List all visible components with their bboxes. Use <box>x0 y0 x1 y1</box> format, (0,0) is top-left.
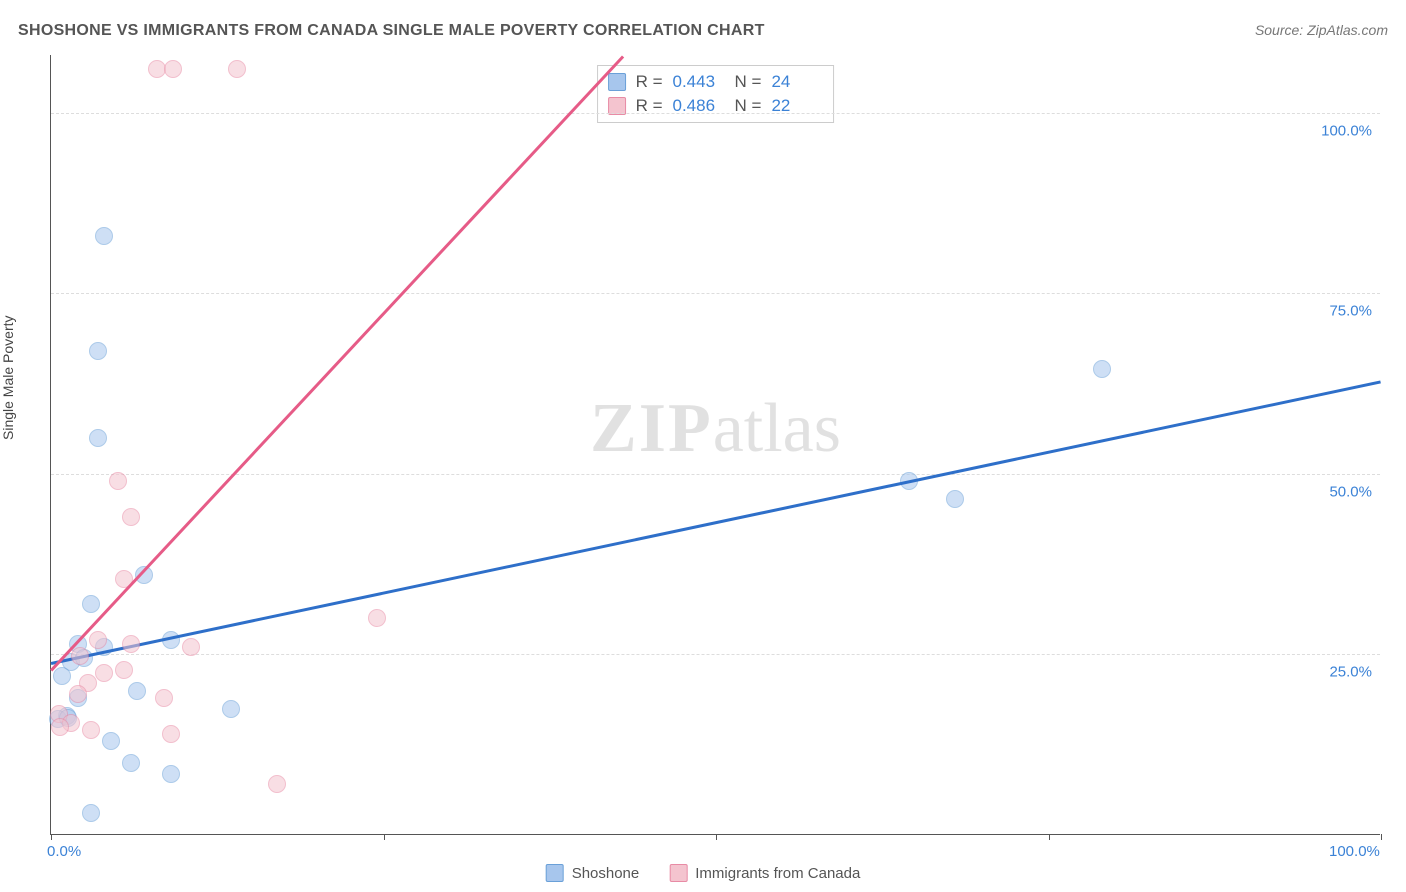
x-tick-mark <box>1049 834 1050 840</box>
x-tick-mark <box>384 834 385 840</box>
x-tick-mark <box>716 834 717 840</box>
trend-line <box>51 380 1382 664</box>
scatter-point <box>71 647 89 665</box>
scatter-point <box>95 664 113 682</box>
x-tick-mark <box>51 834 52 840</box>
series2-legend-swatch <box>669 864 687 882</box>
scatter-point <box>82 804 100 822</box>
scatter-point <box>155 689 173 707</box>
scatter-point <box>89 342 107 360</box>
scatter-point <box>128 682 146 700</box>
scatter-point <box>82 721 100 739</box>
scatter-point <box>69 685 87 703</box>
gridline <box>51 293 1380 294</box>
x-tick-mark <box>1381 834 1382 840</box>
n-label: N = <box>735 72 762 92</box>
scatter-point <box>222 700 240 718</box>
legend-item-series1: Shoshone <box>546 864 640 882</box>
stats-row-series2: R = 0.486 N = 22 <box>608 94 824 118</box>
scatter-point <box>228 60 246 78</box>
scatter-point <box>268 775 286 793</box>
scatter-point <box>122 635 140 653</box>
watermark-atlas: atlas <box>713 390 841 467</box>
gridline <box>51 654 1380 655</box>
y-tick-label: 75.0% <box>1329 303 1372 320</box>
scatter-point <box>115 661 133 679</box>
stats-row-series1: R = 0.443 N = 24 <box>608 70 824 94</box>
series1-legend-label: Shoshone <box>572 865 640 882</box>
scatter-point <box>51 718 69 736</box>
series1-n-value: 24 <box>771 72 823 92</box>
scatter-point <box>946 490 964 508</box>
scatter-point <box>162 765 180 783</box>
scatter-point <box>109 472 127 490</box>
scatter-point <box>122 508 140 526</box>
scatter-point <box>164 60 182 78</box>
scatter-point <box>162 725 180 743</box>
chart-container: SHOSHONE VS IMMIGRANTS FROM CANADA SINGL… <box>0 0 1406 892</box>
scatter-point <box>95 227 113 245</box>
series1-r-value: 0.443 <box>673 72 725 92</box>
y-tick-label: 100.0% <box>1321 122 1372 139</box>
scatter-point <box>89 429 107 447</box>
legend-item-series2: Immigrants from Canada <box>669 864 860 882</box>
y-tick-label: 50.0% <box>1329 483 1372 500</box>
chart-title: SHOSHONE VS IMMIGRANTS FROM CANADA SINGL… <box>18 22 765 40</box>
trend-line <box>50 55 624 671</box>
plot-area: ZIPatlas R = 0.443 N = 24 R = 0.486 N = … <box>50 55 1380 835</box>
scatter-point <box>122 754 140 772</box>
gridline <box>51 474 1380 475</box>
x-tick-label: 100.0% <box>1329 843 1380 860</box>
gridline <box>51 113 1380 114</box>
series1-legend-swatch <box>546 864 564 882</box>
y-tick-label: 25.0% <box>1329 664 1372 681</box>
series2-legend-label: Immigrants from Canada <box>695 865 860 882</box>
legend: Shoshone Immigrants from Canada <box>546 864 861 882</box>
source-attribution: Source: ZipAtlas.com <box>1255 22 1388 38</box>
watermark-zip: ZIP <box>590 390 713 467</box>
scatter-point <box>368 609 386 627</box>
r-label: R = <box>636 72 663 92</box>
watermark: ZIPatlas <box>590 389 841 469</box>
y-axis-label: Single Male Poverty <box>0 315 16 440</box>
scatter-point <box>53 667 71 685</box>
scatter-point <box>182 638 200 656</box>
scatter-point <box>89 631 107 649</box>
x-tick-label: 0.0% <box>47 843 81 860</box>
scatter-point <box>1093 360 1111 378</box>
correlation-stats-box: R = 0.443 N = 24 R = 0.486 N = 22 <box>597 65 835 123</box>
series1-swatch <box>608 73 626 91</box>
scatter-point <box>82 595 100 613</box>
scatter-point <box>102 732 120 750</box>
